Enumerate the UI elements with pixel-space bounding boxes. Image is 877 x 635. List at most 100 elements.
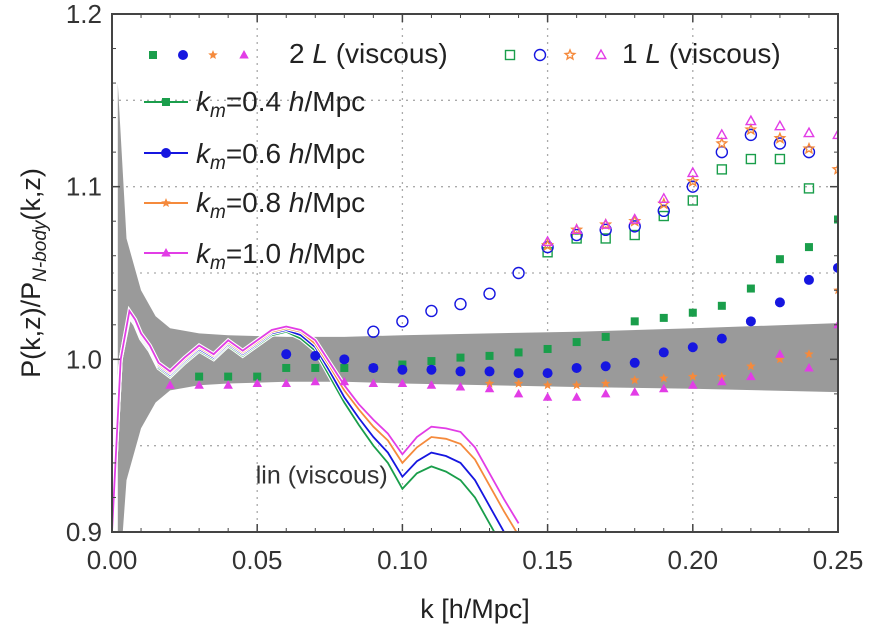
- marker-2L-series-1: [484, 366, 495, 377]
- marker-1L-series-2: [715, 136, 729, 149]
- marker-2L-series-0: [804, 243, 813, 252]
- legend-label-km-0.6: km=0.6 h/Mpc: [196, 138, 365, 174]
- marker-2L-series-1: [455, 366, 466, 377]
- marker-2L-series-2: [630, 375, 640, 385]
- marker-2L-series-3: [804, 363, 814, 372]
- marker-2L-series-1: [629, 357, 640, 368]
- marker-1L-series-1: [744, 128, 758, 142]
- marker-2L-series-3: [252, 378, 262, 387]
- x-tick-label: 0.20: [667, 545, 718, 575]
- legend-series-km-0.8: [144, 198, 188, 207]
- marker-2L-series-3: [600, 388, 611, 398]
- y-tick-label: 1.0: [66, 344, 102, 374]
- marker-2L-series-1: [571, 362, 582, 373]
- marker-2L-series-3: [833, 319, 838, 329]
- marker-2L-series-3: [194, 380, 204, 389]
- marker-2L-series-2: [484, 378, 495, 388]
- legend-label-km-0.8: km=0.8 h/Mpc: [196, 187, 365, 223]
- marker-2L-series-0: [195, 372, 204, 381]
- marker-1L-series-0: [658, 210, 669, 222]
- marker-2L-series-0: [224, 372, 233, 381]
- legend-2L-marker-2: [208, 50, 218, 59]
- marker-1L-series-0: [600, 233, 611, 244]
- marker-1L-series-2: [599, 217, 613, 231]
- marker-2L-series-2: [804, 349, 814, 359]
- marker-1L-series-0: [774, 153, 786, 165]
- marker-2L-series-2: [600, 378, 611, 388]
- marker-1L-series-2: [570, 222, 584, 236]
- legend-1L-markers: [504, 48, 607, 62]
- marker-1L-series-2: [831, 162, 838, 175]
- legend-1L-marker-1: [533, 48, 547, 62]
- legend-line-marker-0: [162, 98, 170, 106]
- marker-1L-series-1: [628, 220, 641, 233]
- legend-line-marker-1: [161, 148, 171, 158]
- legend-2L-marker-1: [178, 50, 188, 60]
- marker-2L-series-3: [630, 387, 640, 396]
- marker-1L-series-1: [454, 297, 467, 311]
- series-lines: [112, 305, 521, 532]
- legend-line-marker-3: [161, 248, 171, 257]
- marker-2L-series-0: [601, 332, 610, 341]
- marker-2L-series-0: [543, 344, 552, 353]
- marker-2L-series-2: [746, 361, 756, 371]
- marker-2L-series-3: [310, 376, 320, 386]
- marker-1L-series-1: [396, 315, 409, 328]
- legend-1L-label: 1 L (viscous): [622, 38, 781, 69]
- marker-2L-series-2: [775, 354, 785, 364]
- marker-2L-series-0: [688, 308, 697, 317]
- marker-2L-series-0: [456, 353, 465, 362]
- marker-1L-series-2: [773, 131, 787, 144]
- legend-1L-marker-3: [595, 48, 607, 60]
- marker-1L-series-0: [629, 229, 640, 241]
- marker-1L-series-2: [686, 174, 700, 187]
- marker-2L-series-1: [426, 364, 437, 375]
- marker-1L-series-3: [570, 223, 583, 235]
- y-axis-label: P(k,z)/PN-body(k,z): [16, 168, 51, 378]
- marker-2L-series-0: [340, 363, 349, 372]
- y-tick-label: 1.1: [66, 172, 102, 202]
- legend-series-km-0.6: [144, 148, 188, 158]
- annotation-lin-viscous: lin (viscous): [256, 462, 388, 490]
- marker-2L-series-1: [833, 262, 838, 273]
- marker-2L-series-2: [513, 378, 524, 388]
- marker-2L-series-1: [339, 354, 350, 365]
- marker-2L-series-1: [716, 333, 727, 344]
- marker-1L-series-1: [773, 137, 787, 150]
- marker-1L-series-2: [744, 122, 758, 136]
- marker-1L-series-3: [541, 235, 554, 247]
- marker-1L-series-3: [599, 218, 612, 229]
- marker-1L-series-3: [715, 128, 728, 140]
- marker-1L-series-1: [715, 145, 729, 159]
- legend-2L-label: 2 L (viscous): [289, 38, 448, 69]
- legend-1L-marker-2: [563, 48, 577, 61]
- y-tick-label: 1.2: [66, 0, 102, 29]
- x-axis-label: k [h/Mpc]: [420, 594, 530, 624]
- marker-2L-series-3: [746, 371, 756, 381]
- marker-1L-series-1: [483, 287, 496, 300]
- marker-1L-series-0: [571, 233, 582, 244]
- marker-2L-series-3: [484, 383, 495, 393]
- marker-2L-series-3: [717, 376, 727, 386]
- x-tick-label: 0.25: [813, 545, 864, 575]
- marker-1L-series-0: [716, 164, 728, 175]
- marker-2L-series-1: [281, 349, 292, 360]
- marker-2L-series-1: [687, 342, 698, 353]
- marker-2L-series-3: [397, 378, 408, 387]
- marker-2L-series-3: [339, 376, 350, 386]
- marker-1L-series-3: [686, 166, 699, 178]
- marker-1L-series-3: [628, 213, 641, 224]
- marker-2L-series-1: [397, 364, 408, 375]
- legend-label-km-1.0: km=1.0 h/Mpc: [196, 238, 365, 274]
- marker-2L-series-0: [834, 215, 838, 224]
- series-markers: [165, 114, 838, 401]
- marker-1L-series-3: [774, 119, 786, 131]
- marker-2L-series-2: [542, 380, 553, 390]
- marker-1L-series-1: [570, 228, 583, 242]
- marker-2L-series-1: [600, 361, 611, 372]
- marker-2L-series-1: [745, 316, 756, 327]
- x-tick-label: 0.05: [232, 545, 283, 575]
- marker-2L-series-0: [253, 372, 262, 381]
- marker-2L-series-1: [542, 368, 553, 379]
